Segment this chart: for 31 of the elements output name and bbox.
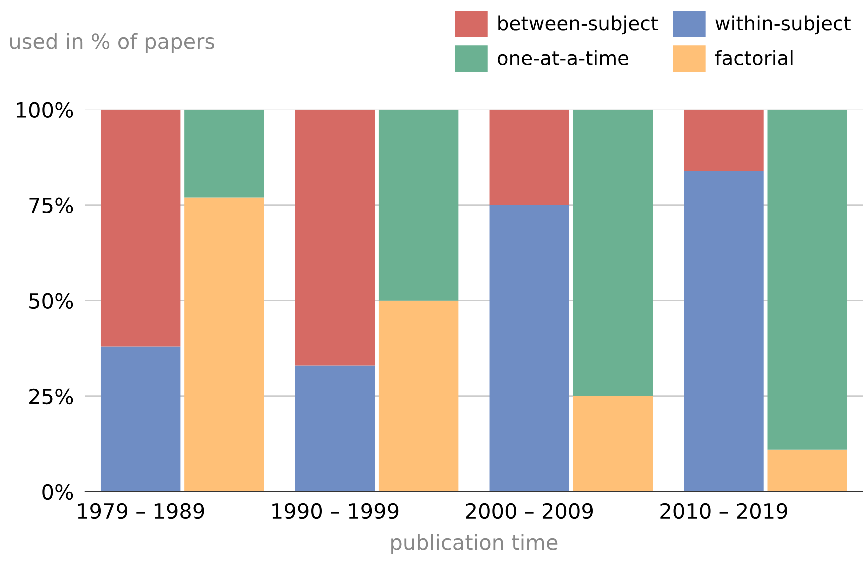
y-tick-label: 100% [17,102,74,118]
bar [295,366,376,492]
legend-label: between-subject [498,16,658,35]
bar [684,170,764,492]
x-tick-label: 2000 – 2009 [466,503,594,520]
bar [184,110,264,198]
x-tick-label: 2010 – 2019 [660,503,788,520]
bar [378,300,459,492]
y-tick-label: 50% [30,293,74,310]
bar [768,110,848,450]
x-tick-label: 1979 – 1989 [78,503,204,520]
bar [768,450,848,492]
y-axis-title: used in % of papers [10,33,215,54]
bar [684,110,764,171]
y-tick-label: 25% [30,388,74,405]
bar [573,110,654,396]
bar [184,198,264,492]
legend-label: within-subject [716,16,851,35]
bar [490,110,570,206]
y-tick-label: 75% [30,198,74,214]
bar [295,110,376,366]
bar [573,396,654,492]
x-axis-title: publication time [392,534,558,554]
bar [100,110,181,347]
bar [490,205,570,492]
x-tick-label: 1990 – 1999 [272,503,399,520]
legend-label: factorial [715,50,793,66]
bar [100,346,181,492]
y-tick-label: 0% [42,484,74,500]
bar [378,110,459,301]
legend-label: one-at-a-time [498,50,628,66]
